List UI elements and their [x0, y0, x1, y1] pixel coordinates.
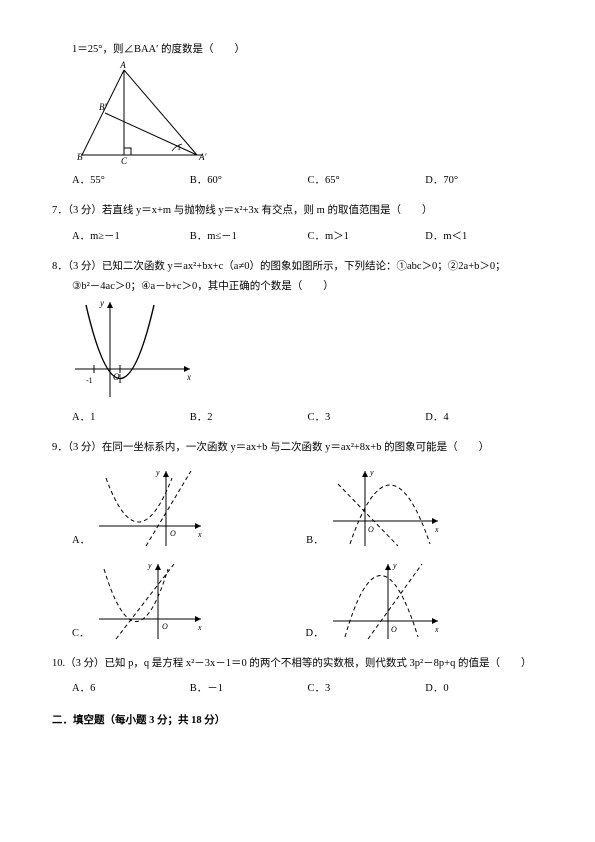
svg-text:O: O — [170, 529, 176, 538]
q10-text: 10.（3 分）已知 p，q 是方程 x²－3x－1＝0 的两个不相等的实数根，… — [52, 654, 543, 674]
q10-opt-a[interactable]: A．6 — [72, 679, 190, 699]
q9-opt-b[interactable]: B． x y O — [306, 466, 445, 551]
svg-text:x: x — [186, 372, 191, 382]
q8-opt-b[interactable]: B．2 — [190, 408, 308, 428]
q8-text2: ③b²－4ac＞0；④a－b+c＞0，其中正确的个数是（ ） — [72, 277, 543, 297]
svg-text:x: x — [434, 625, 439, 634]
svg-text:B′: B′ — [99, 102, 107, 112]
q9-c-label: C． — [72, 624, 90, 644]
section2-title: 二．填空题（每小题 3 分；共 18 分） — [52, 711, 543, 731]
svg-text:x: x — [197, 623, 202, 632]
q7-text: 7．（3 分）若直线 y＝x+m 与抛物线 y＝x²+3x 有交点，则 m 的取… — [52, 201, 543, 221]
q9-opt-d[interactable]: D． x y O — [306, 559, 445, 644]
q7-options: A．m≥－1 B．m≤－1 C．m＞1 D．m＜1 — [72, 227, 543, 247]
q6-tail: 1＝25°，则∠BAA′ 的度数是（ ） — [72, 40, 543, 60]
q7-opt-d[interactable]: D．m＜1 — [425, 227, 543, 247]
q8-options: A．1 B．2 C．3 D．4 — [72, 408, 543, 428]
svg-text:y: y — [155, 468, 160, 477]
svg-text:O: O — [391, 625, 397, 634]
q8-opt-c[interactable]: C．3 — [308, 408, 426, 428]
q9-a-label: A． — [72, 531, 90, 551]
q10-opt-b[interactable]: B．－1 — [190, 679, 308, 699]
q6-options: A．55° B．60° C．65° D．70° — [72, 171, 543, 191]
q9-b-label: B． — [306, 531, 324, 551]
q6-figure: A B B′ C A′ 1 — [72, 60, 543, 165]
svg-text:C: C — [121, 156, 128, 165]
q8-text: 8．（3 分）已知二次函数 y＝ax²+bx+c（a≠0）的图象如图所示，下列结… — [52, 257, 543, 277]
q8-opt-d[interactable]: D．4 — [425, 408, 543, 428]
q8-opt-a[interactable]: A．1 — [72, 408, 190, 428]
q10-options: A．6 B．－1 C．3 D．0 — [72, 679, 543, 699]
q7-opt-b[interactable]: B．m≤－1 — [190, 227, 308, 247]
q8-figure: x y O 1 -1 — [72, 297, 543, 402]
q10-opt-c[interactable]: C．3 — [308, 679, 426, 699]
q7-opt-a[interactable]: A．m≥－1 — [72, 227, 190, 247]
svg-text:A: A — [119, 60, 126, 70]
q9-row1: A． x y O B． x y O — [72, 466, 543, 551]
svg-text:-1: -1 — [86, 376, 93, 385]
svg-text:x: x — [434, 525, 439, 534]
q7-opt-c[interactable]: C．m＞1 — [308, 227, 426, 247]
q9-opt-a[interactable]: A． x y O — [72, 466, 206, 551]
svg-text:y: y — [369, 468, 374, 477]
svg-text:y: y — [147, 561, 152, 570]
q9-opt-c[interactable]: C． x y O — [72, 559, 206, 644]
q6-opt-a[interactable]: A．55° — [72, 171, 190, 191]
svg-text:O: O — [162, 622, 168, 631]
svg-text:B: B — [77, 152, 83, 162]
q9-row2: C． x y O D． x y O — [72, 559, 543, 644]
svg-text:y: y — [392, 561, 397, 570]
svg-text:x: x — [197, 530, 202, 539]
svg-text:O: O — [368, 525, 374, 534]
q6-opt-c[interactable]: C．65° — [308, 171, 426, 191]
q9-text: 9．（3 分）在同一坐标系内，一次函数 y＝ax+b 与二次函数 y＝ax²+8… — [52, 438, 543, 458]
q6-opt-d[interactable]: D．70° — [425, 171, 543, 191]
q6-opt-b[interactable]: B．60° — [190, 171, 308, 191]
q9-d-label: D． — [306, 624, 324, 644]
svg-text:A′: A′ — [198, 152, 207, 162]
q10-opt-d[interactable]: D．0 — [425, 679, 543, 699]
svg-text:y: y — [99, 298, 104, 308]
